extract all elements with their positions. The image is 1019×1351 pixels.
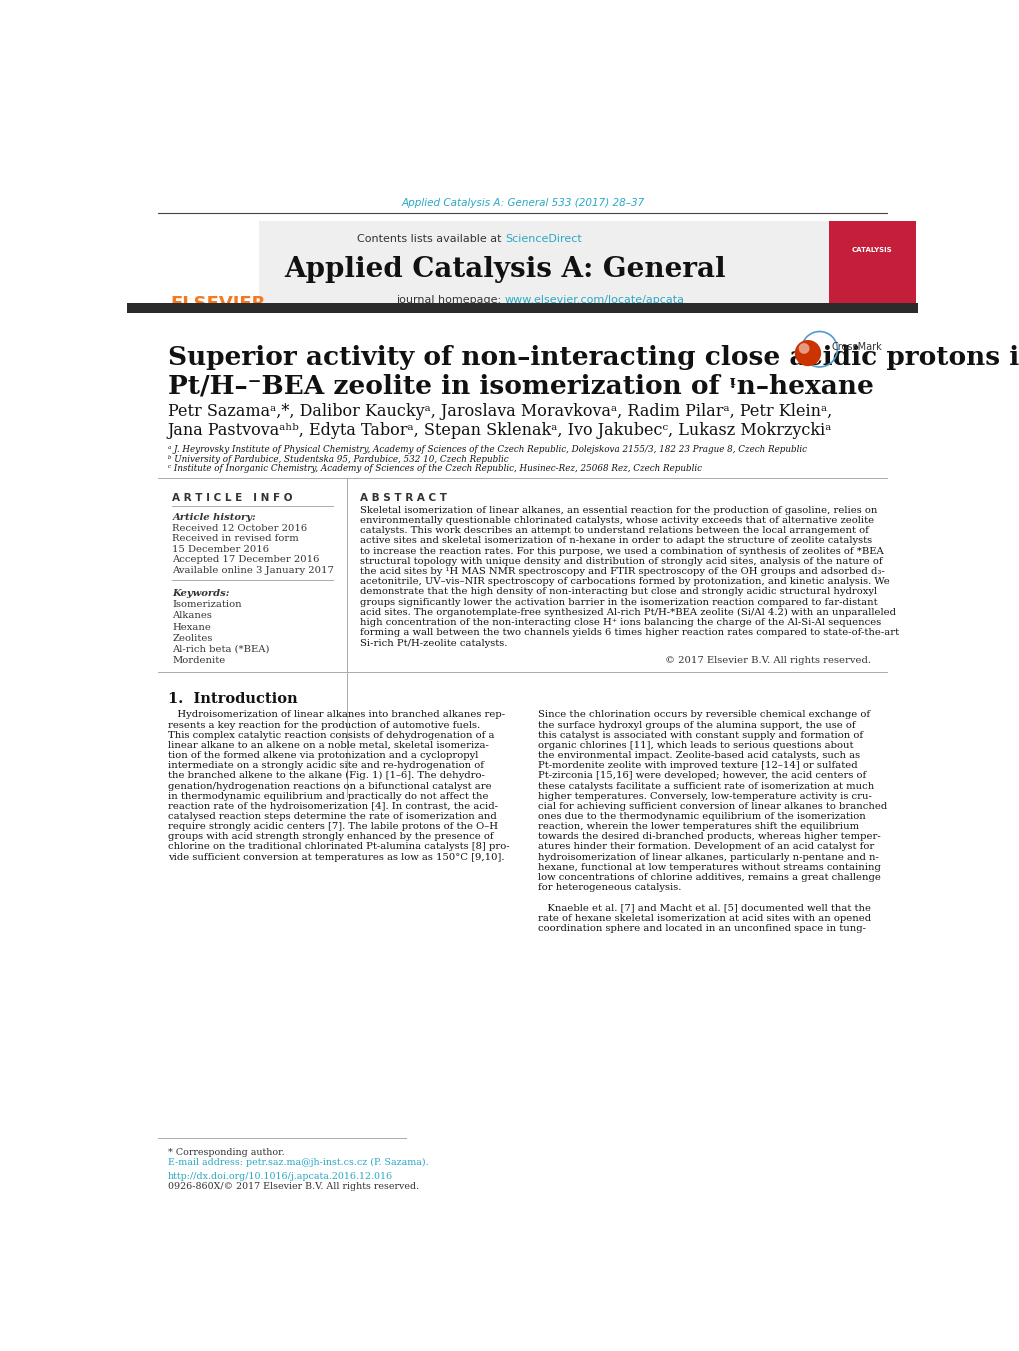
Circle shape xyxy=(798,343,809,354)
Text: genation/hydrogenation reactions on a bifunctional catalyst are: genation/hydrogenation reactions on a bi… xyxy=(168,781,491,790)
Text: active sites and skeletal isomerization of n-hexane in order to adapt the struct: active sites and skeletal isomerization … xyxy=(360,536,871,546)
Bar xyxy=(177,222,259,304)
Text: higher temperatures. Conversely, low-temperature activity is cru-: higher temperatures. Conversely, low-tem… xyxy=(538,792,871,801)
Text: Pt-zirconia [15,16] were developed; however, the acid centers of: Pt-zirconia [15,16] were developed; howe… xyxy=(538,771,866,781)
Text: ones due to the thermodynamic equilibrium of the isomerization: ones due to the thermodynamic equilibriu… xyxy=(538,812,865,821)
Text: Accepted 17 December 2016: Accepted 17 December 2016 xyxy=(172,555,320,565)
Bar xyxy=(177,222,828,304)
Text: catalysts. This work describes an attempt to understand relations between the lo: catalysts. This work describes an attemp… xyxy=(360,526,868,535)
Text: this catalyst is associated with constant supply and formation of: this catalyst is associated with constan… xyxy=(538,731,862,740)
Text: E-mail address: petr.saz.ma@jh-inst.cs.cz (P. Sazama).: E-mail address: petr.saz.ma@jh-inst.cs.c… xyxy=(168,1158,428,1167)
Text: coordination sphere and located in an unconfined space in tung-: coordination sphere and located in an un… xyxy=(538,924,865,932)
Text: organic chlorines [11], which leads to serious questions about: organic chlorines [11], which leads to s… xyxy=(538,740,853,750)
Text: the surface hydroxyl groups of the alumina support, the use of: the surface hydroxyl groups of the alumi… xyxy=(538,720,855,730)
Text: 1.  Introduction: 1. Introduction xyxy=(168,692,298,705)
Circle shape xyxy=(794,340,820,366)
Text: Knaeble et al. [7] and Macht et al. [5] documented well that the: Knaeble et al. [7] and Macht et al. [5] … xyxy=(538,904,870,912)
Text: ᶜ Institute of Inorganic Chemistry, Academy of Sciences of the Czech Republic, H: ᶜ Institute of Inorganic Chemistry, Acad… xyxy=(168,463,701,473)
Text: Alkanes: Alkanes xyxy=(172,612,212,620)
Text: in thermodynamic equilibrium and practically do not affect the: in thermodynamic equilibrium and practic… xyxy=(168,792,488,801)
Text: A B S T R A C T: A B S T R A C T xyxy=(360,493,446,503)
Bar xyxy=(828,222,915,304)
Text: for heterogeneous catalysis.: for heterogeneous catalysis. xyxy=(538,884,681,892)
Text: the acid sites by ¹H MAS NMR spectroscopy and FTIR spectroscopy of the OH groups: the acid sites by ¹H MAS NMR spectroscop… xyxy=(360,567,883,576)
Text: low concentrations of chlorine additives, remains a great challenge: low concentrations of chlorine additives… xyxy=(538,873,880,882)
Text: This complex catalytic reaction consists of dehydrogenation of a: This complex catalytic reaction consists… xyxy=(168,731,494,740)
Text: chlorine on the traditional chlorinated Pt-alumina catalysts [8] pro-: chlorine on the traditional chlorinated … xyxy=(168,843,508,851)
Text: resents a key reaction for the production of automotive fuels.: resents a key reaction for the productio… xyxy=(168,720,480,730)
Text: reaction, wherein the lower temperatures shift the equilibrium: reaction, wherein the lower temperatures… xyxy=(538,823,859,831)
Text: CATALYSIS: CATALYSIS xyxy=(851,247,892,253)
Text: acid sites. The organotemplate-free synthesized Al-rich Pt/H-*BEA zeolite (Si/Al: acid sites. The organotemplate-free synt… xyxy=(360,608,895,617)
Text: towards the desired di-branched products, whereas higher temper-: towards the desired di-branched products… xyxy=(538,832,880,842)
Bar xyxy=(127,303,917,313)
Text: ᵇ University of Pardubice, Studentska 95, Pardubice, 532 10, Czech Republic: ᵇ University of Pardubice, Studentska 95… xyxy=(168,455,507,463)
Text: Petr Sazamaᵃ,*, Dalibor Kauckyᵃ, Jaroslava Moravkovaᵃ, Radim Pilarᵃ, Petr Kleinᵃ: Petr Sazamaᵃ,*, Dalibor Kauckyᵃ, Jarosla… xyxy=(168,403,832,420)
Text: to increase the reaction rates. For this purpose, we used a combination of synth: to increase the reaction rates. For this… xyxy=(360,547,882,555)
Text: 15 December 2016: 15 December 2016 xyxy=(172,544,269,554)
Text: 0926-860X/© 2017 Elsevier B.V. All rights reserved.: 0926-860X/© 2017 Elsevier B.V. All right… xyxy=(168,1182,419,1190)
Text: ELSEVIER: ELSEVIER xyxy=(170,296,266,313)
Text: Skeletal isomerization of linear alkanes, an essential reaction for the producti: Skeletal isomerization of linear alkanes… xyxy=(360,505,876,515)
Text: A R T I C L E   I N F O: A R T I C L E I N F O xyxy=(172,493,292,503)
Text: journal homepage:: journal homepage: xyxy=(396,295,504,304)
Text: Available online 3 January 2017: Available online 3 January 2017 xyxy=(172,566,334,574)
Text: hydroisomerization of linear alkanes, particularly n-pentane and n-: hydroisomerization of linear alkanes, pa… xyxy=(538,852,878,862)
Text: Si-rich Pt/H-zeolite catalysts.: Si-rich Pt/H-zeolite catalysts. xyxy=(360,639,506,647)
Text: Hydroisomerization of linear alkanes into branched alkanes rep-: Hydroisomerization of linear alkanes int… xyxy=(168,711,504,719)
Text: rate of hexane skeletal isomerization at acid sites with an opened: rate of hexane skeletal isomerization at… xyxy=(538,913,870,923)
Text: intermediate on a strongly acidic site and re-hydrogenation of: intermediate on a strongly acidic site a… xyxy=(168,761,483,770)
Text: structural topology with unique density and distribution of strongly acid sites,: structural topology with unique density … xyxy=(360,557,881,566)
Text: www.elsevier.com/locate/apcata: www.elsevier.com/locate/apcata xyxy=(504,295,684,304)
Text: reaction rate of the hydroisomerization [4]. In contrast, the acid-: reaction rate of the hydroisomerization … xyxy=(168,802,497,811)
Text: Received 12 October 2016: Received 12 October 2016 xyxy=(172,524,308,534)
Text: Applied Catalysis A: General: Applied Catalysis A: General xyxy=(284,257,726,284)
Text: atures hinder their formation. Development of an acid catalyst for: atures hinder their formation. Developme… xyxy=(538,843,873,851)
Text: these catalysts facilitate a sufficient rate of isomerization at much: these catalysts facilitate a sufficient … xyxy=(538,781,873,790)
Text: Hexane: Hexane xyxy=(172,623,211,631)
Text: groups significantly lower the activation barrier in the isomerization reaction : groups significantly lower the activatio… xyxy=(360,597,876,607)
Text: Al-rich beta (*BEA): Al-rich beta (*BEA) xyxy=(172,644,270,654)
Text: cial for achieving sufficient conversion of linear alkanes to branched: cial for achieving sufficient conversion… xyxy=(538,802,887,811)
Text: forming a wall between the two channels yields 6 times higher reaction rates com: forming a wall between the two channels … xyxy=(360,628,898,638)
Text: the branched alkene to the alkane (Fig. 1) [1–6]. The dehydro-: the branched alkene to the alkane (Fig. … xyxy=(168,771,484,781)
Text: * Corresponding author.: * Corresponding author. xyxy=(168,1148,284,1156)
Text: © 2017 Elsevier B.V. All rights reserved.: © 2017 Elsevier B.V. All rights reserved… xyxy=(664,657,870,666)
Text: Zeolites: Zeolites xyxy=(172,634,213,643)
Text: groups with acid strength strongly enhanced by the presence of: groups with acid strength strongly enhan… xyxy=(168,832,493,842)
Text: high concentration of the non-interacting close H⁺ ions balancing the charge of : high concentration of the non-interactin… xyxy=(360,619,880,627)
Text: environmentally questionable chlorinated catalysts, whose activity exceeds that : environmentally questionable chlorinated… xyxy=(360,516,873,524)
Text: Superior activity of non–interacting close acidic protons in Al–rich: Superior activity of non–interacting clo… xyxy=(168,346,1019,370)
Text: hexane, functional at low temperatures without streams containing: hexane, functional at low temperatures w… xyxy=(538,863,880,871)
Text: linear alkane to an alkene on a noble metal, skeletal isomeriza-: linear alkane to an alkene on a noble me… xyxy=(168,740,488,750)
Text: vide sufficient conversion at temperatures as low as 150°C [9,10].: vide sufficient conversion at temperatur… xyxy=(168,852,503,862)
Text: catalysed reaction steps determine the rate of isomerization and: catalysed reaction steps determine the r… xyxy=(168,812,496,821)
Text: CrossMark: CrossMark xyxy=(830,342,881,351)
Text: acetonitrile, UV–vis–NIR spectroscopy of carbocations formed by protonization, a: acetonitrile, UV–vis–NIR spectroscopy of… xyxy=(360,577,889,586)
Text: the environmental impact. Zeolite-based acid catalysts, such as: the environmental impact. Zeolite-based … xyxy=(538,751,860,761)
Text: Keywords:: Keywords: xyxy=(172,589,229,597)
Text: Mordenite: Mordenite xyxy=(172,657,225,665)
Text: Jana Pastvovaᵃʰᵇ, Edyta Taborᵃ, Stepan Sklenakᵃ, Ivo Jakubecᶜ, Lukasz Mokrzyckiᵃ: Jana Pastvovaᵃʰᵇ, Edyta Taborᵃ, Stepan S… xyxy=(168,422,832,439)
Text: Pt/H–⁻BEA zeolite in isomerization of ᵎn–hexane: Pt/H–⁻BEA zeolite in isomerization of ᵎn… xyxy=(168,373,873,399)
Text: tion of the formed alkene via protonization and a cyclopropyl: tion of the formed alkene via protonizat… xyxy=(168,751,478,761)
Text: demonstrate that the high density of non-interacting but close and strongly acid: demonstrate that the high density of non… xyxy=(360,588,876,597)
Text: Article history:: Article history: xyxy=(172,513,256,523)
Text: Received in revised form: Received in revised form xyxy=(172,535,299,543)
Text: require strongly acidic centers [7]. The labile protons of the O–H: require strongly acidic centers [7]. The… xyxy=(168,823,497,831)
Text: Applied Catalysis A: General 533 (2017) 28–37: Applied Catalysis A: General 533 (2017) … xyxy=(400,197,644,208)
Text: Contents lists available at: Contents lists available at xyxy=(357,235,504,245)
Text: Isomerization: Isomerization xyxy=(172,600,242,609)
Text: Pt-mordenite zeolite with improved texture [12–14] or sulfated: Pt-mordenite zeolite with improved textu… xyxy=(538,761,857,770)
Text: ᵃ J. Heyrovsky Institute of Physical Chemistry, Academy of Sciences of the Czech: ᵃ J. Heyrovsky Institute of Physical Che… xyxy=(168,444,806,454)
Text: http://dx.doi.org/10.1016/j.apcata.2016.12.016: http://dx.doi.org/10.1016/j.apcata.2016.… xyxy=(168,1171,392,1181)
Text: ScienceDirect: ScienceDirect xyxy=(504,235,581,245)
Text: Since the chlorination occurs by reversible chemical exchange of: Since the chlorination occurs by reversi… xyxy=(538,711,869,719)
